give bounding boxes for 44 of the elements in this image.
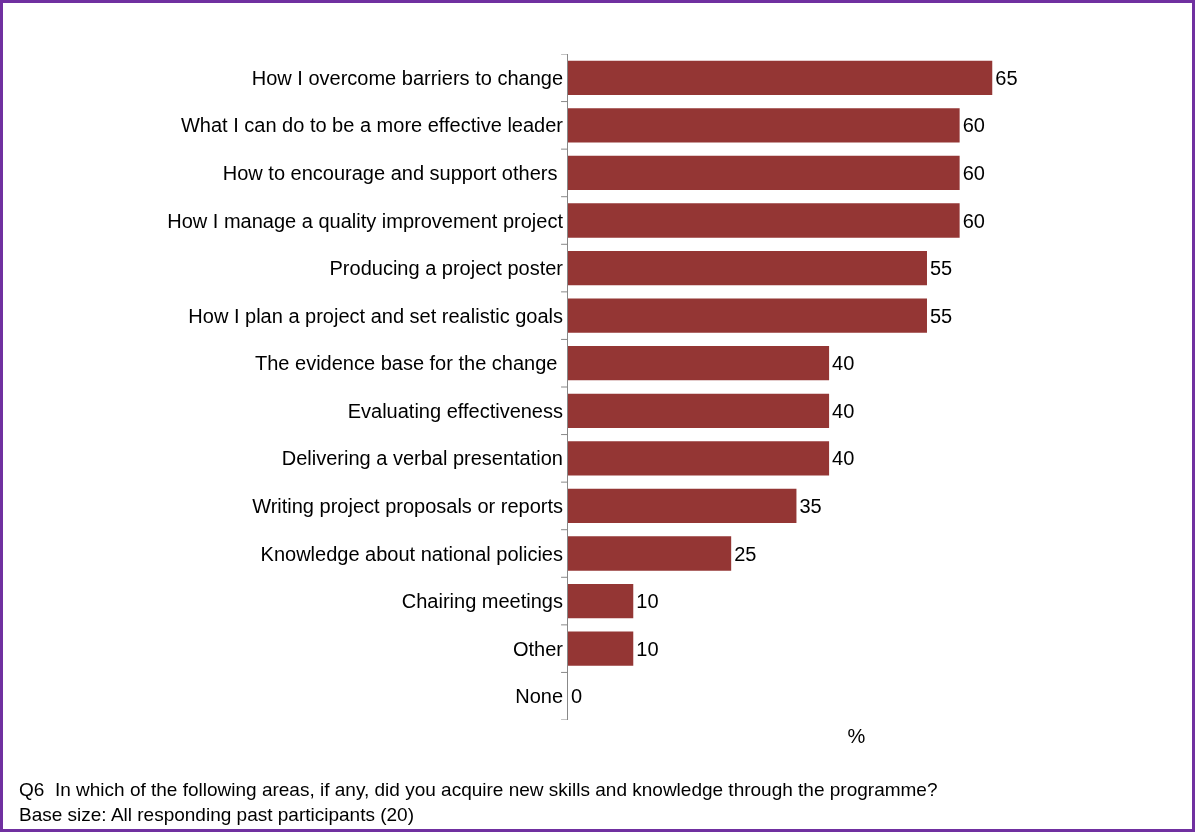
bar — [568, 346, 830, 381]
y-tick-label: The evidence base for the change — [255, 352, 563, 375]
data-label: 40 — [832, 447, 855, 470]
bar — [568, 631, 634, 666]
data-label: 65 — [995, 66, 1018, 89]
bar — [568, 298, 927, 333]
y-tick-label: How to encourage and support others — [222, 161, 563, 184]
data-label: 25 — [734, 542, 757, 565]
data-label: 40 — [832, 352, 855, 375]
y-tick-label: How I manage a quality improvement project — [167, 209, 564, 232]
data-label: 35 — [799, 494, 822, 517]
data-label: 0 — [571, 685, 583, 708]
x-axis-title: % — [847, 724, 866, 747]
data-label: 10 — [636, 637, 659, 660]
y-tick-label: Other — [512, 637, 564, 660]
data-label: 60 — [962, 161, 985, 184]
y-tick-label: How I overcome barriers to change — [251, 66, 563, 89]
bar — [568, 203, 960, 238]
data-label: 40 — [832, 399, 855, 422]
bar — [568, 488, 797, 524]
y-tick-label: Producing a project poster — [329, 257, 564, 280]
data-label: 60 — [962, 114, 985, 137]
y-tick-label: Knowledge about national policies — [260, 542, 563, 565]
bar — [568, 250, 927, 286]
y-tick-label: Chairing meetings — [401, 590, 563, 613]
y-tick-label: How I plan a project and set realistic goals — [188, 304, 563, 327]
data-label: 55 — [929, 257, 953, 280]
bar — [568, 108, 960, 143]
bar — [568, 583, 634, 619]
y-tick-label: Evaluating effectiveness — [347, 399, 563, 422]
y-tick-label: None — [515, 685, 563, 708]
bar — [568, 536, 732, 571]
text: Base size: All responding past participants (20) — [19, 804, 414, 825]
text: Q6 In which of the following areas, if any, did you acquire new skills and knowledge through the programme? — [19, 779, 938, 800]
data-label: 60 — [962, 209, 985, 232]
data-label: 10 — [636, 590, 659, 613]
bar — [568, 155, 960, 191]
y-tick-label: What I can do to be a more effective leader — [180, 114, 564, 137]
y-tick-label: Delivering a verbal presentation — [281, 447, 563, 470]
data-label: 55 — [929, 304, 953, 327]
bar — [568, 441, 830, 476]
y-tick-label: Writing project proposals or reports — [252, 494, 563, 517]
bar — [568, 393, 830, 428]
bar — [568, 60, 993, 95]
